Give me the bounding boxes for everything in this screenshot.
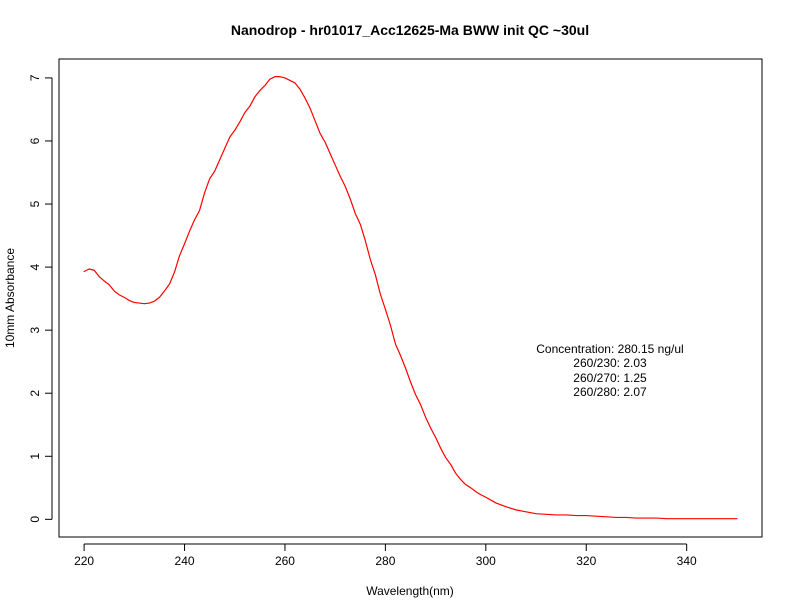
absorbance-series-line [83, 76, 738, 520]
x-tick-label: 300 [476, 554, 496, 568]
annotation-concentration: Concentration: 280.15 ng/ul [536, 342, 683, 356]
annotation-260-230: 260/230: 2.03 [573, 356, 647, 370]
annotation-260-270: 260/270: 1.25 [573, 371, 647, 385]
annotation-260-280: 260/280: 2.07 [573, 385, 647, 399]
chart-title: Nanodrop - hr01017_Acc12625-Ma BWW init … [231, 22, 589, 38]
plot-area-frame [58, 58, 763, 538]
y-tick-label: 0 [28, 516, 42, 523]
x-tick-label: 220 [74, 554, 94, 568]
stats-annotation: Concentration: 280.15 ng/ul 260/230: 2.0… [536, 342, 683, 399]
x-axis-label: Wavelength(nm) [366, 584, 454, 598]
x-axis: 220 240 260 280 300 320 340 [74, 543, 697, 568]
series-layer [83, 76, 738, 520]
y-tick-label: 2 [28, 390, 42, 397]
x-tick-label: 280 [375, 554, 395, 568]
y-tick-label: 4 [28, 263, 42, 270]
x-tick-label: 260 [275, 554, 295, 568]
y-axis-label: 10mm Absorbance [3, 248, 17, 348]
y-tick-label: 1 [28, 453, 42, 460]
x-tick-label: 340 [677, 554, 697, 568]
x-tick-label: 320 [576, 554, 596, 568]
y-tick-label: 3 [28, 327, 42, 334]
x-tick-label: 240 [175, 554, 195, 568]
y-tick-label: 6 [28, 137, 42, 144]
y-axis: 0 1 2 3 4 5 6 7 [28, 74, 53, 523]
y-tick-label: 5 [28, 200, 42, 207]
y-tick-label: 7 [28, 74, 42, 81]
